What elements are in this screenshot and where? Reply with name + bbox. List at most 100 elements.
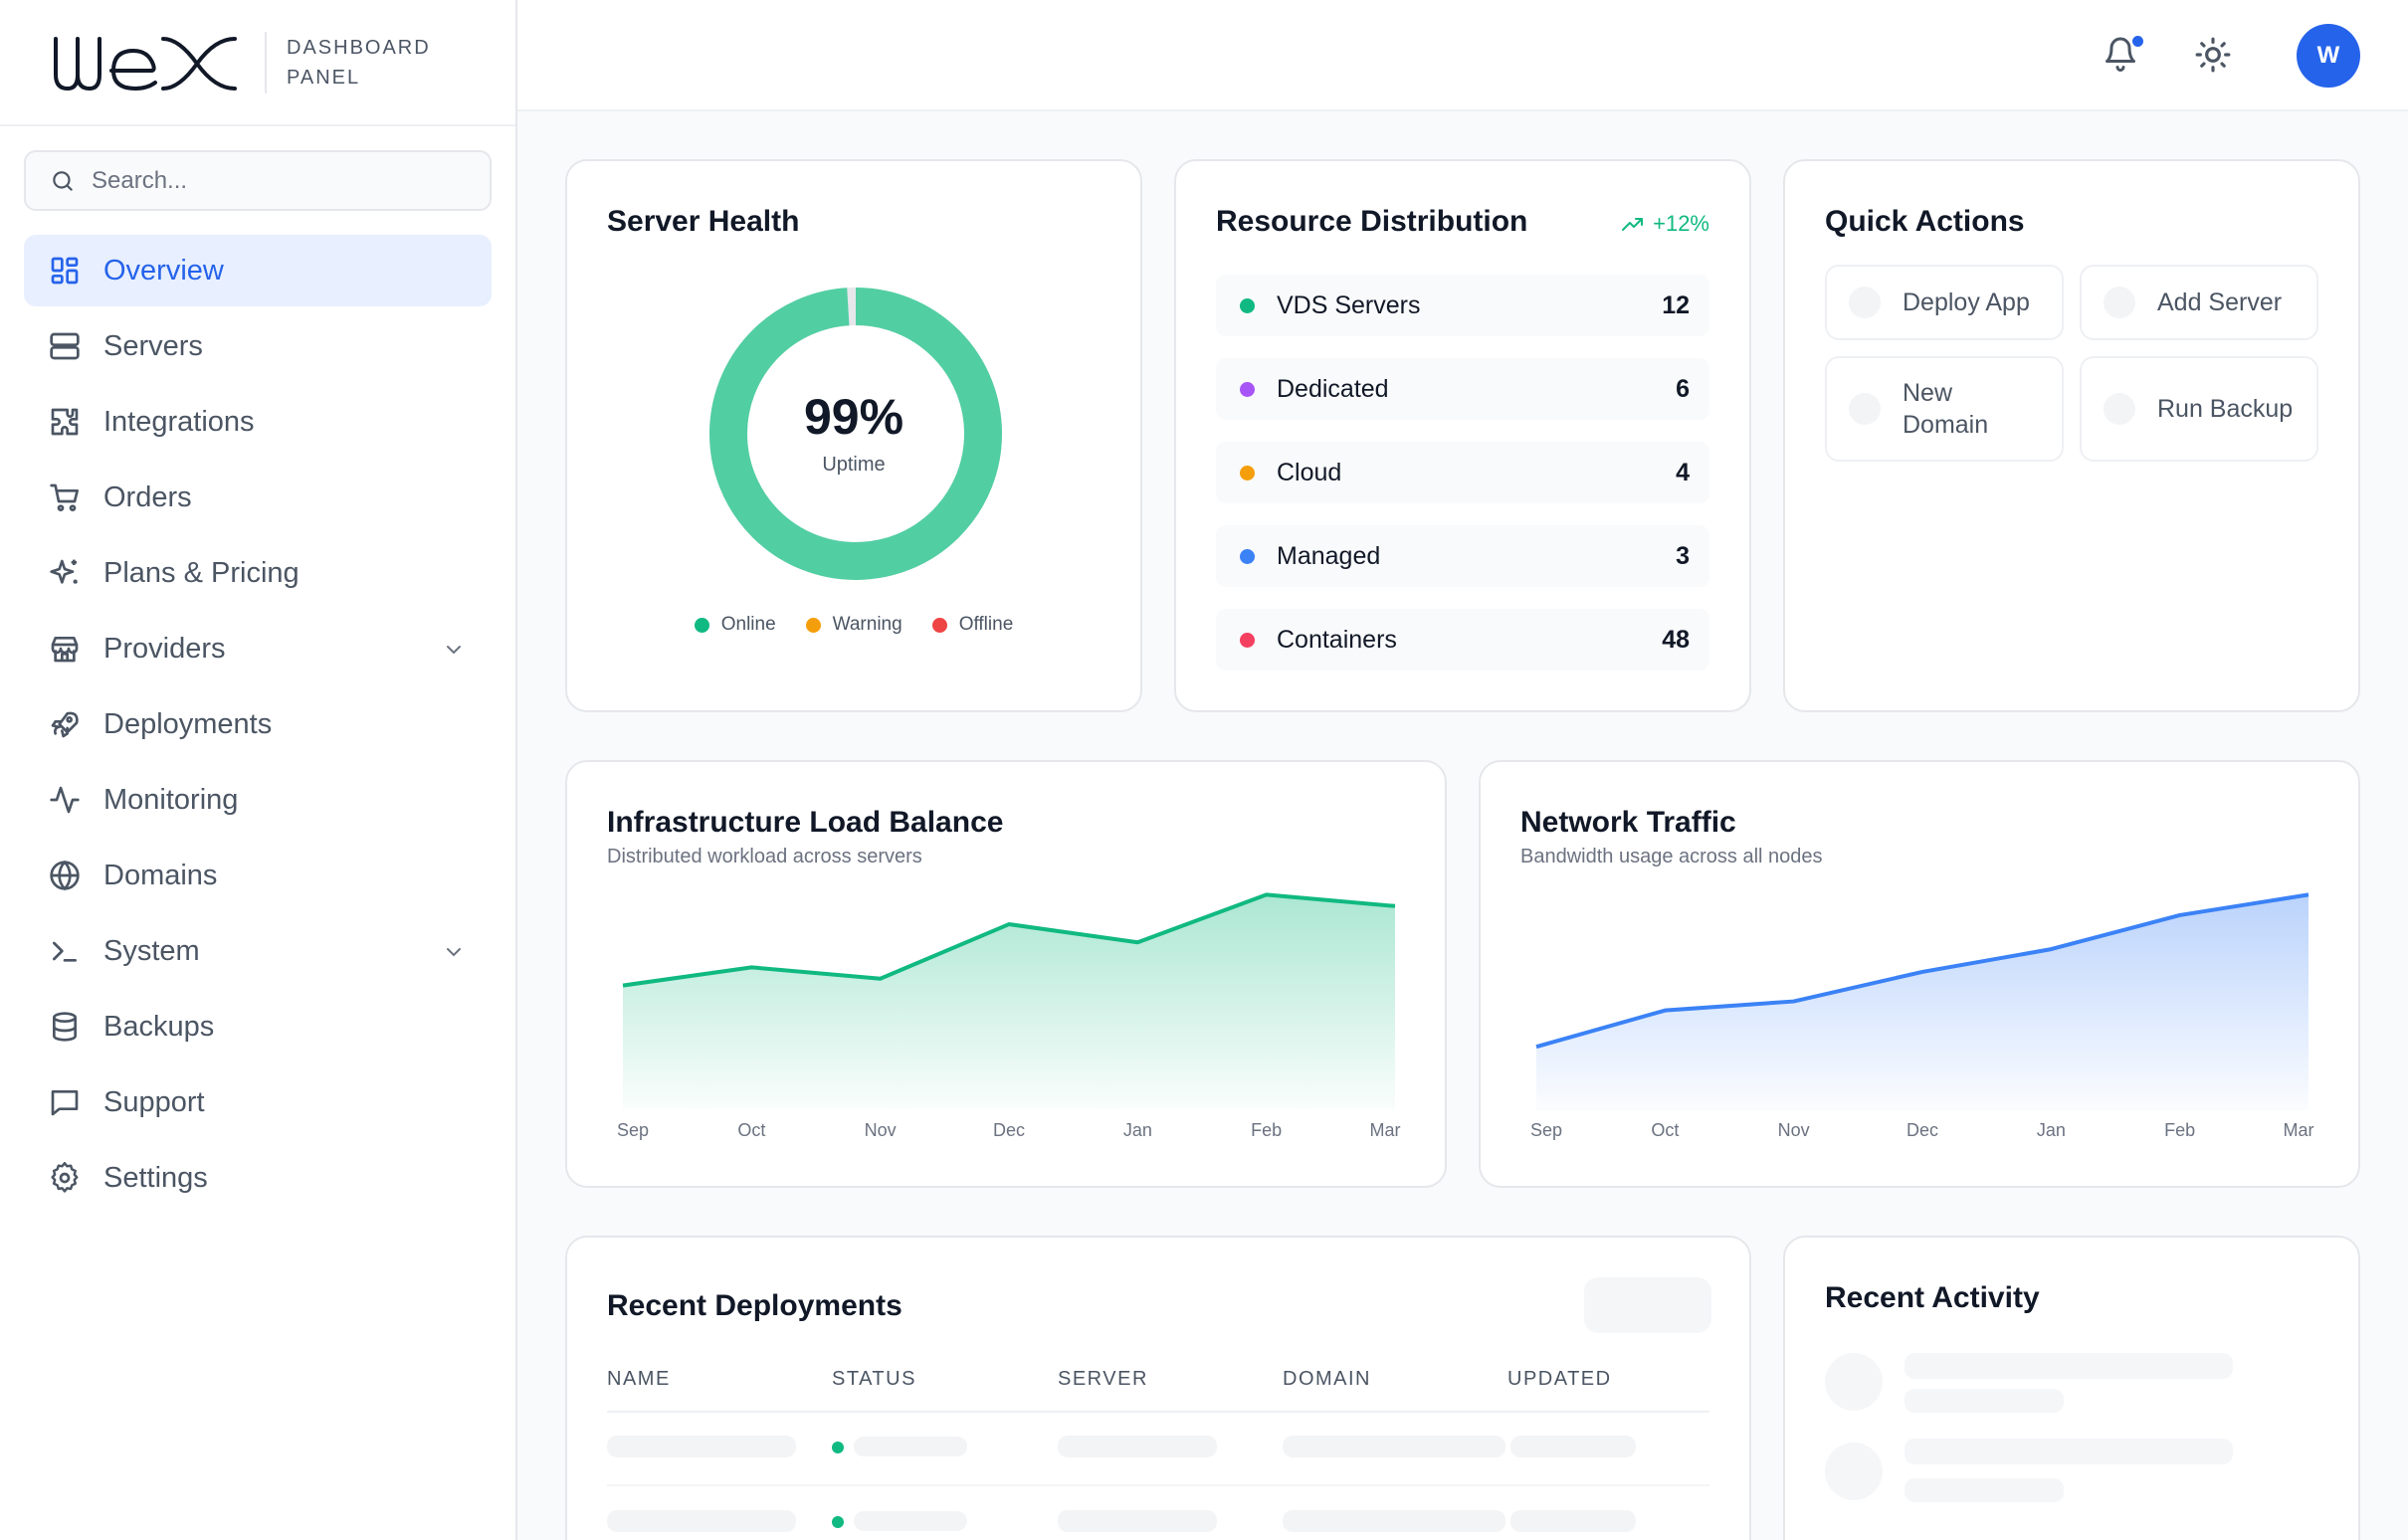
data-point[interactable] <box>2041 939 2061 959</box>
cloud-dot <box>1240 465 1255 481</box>
dedicated-dot <box>1240 381 1255 397</box>
status-dot <box>832 1516 844 1528</box>
sidebar-item-domains[interactable]: Domains <box>24 840 492 911</box>
sidebar-item-plans-pricing[interactable]: Plans & Pricing <box>24 537 492 609</box>
data-point[interactable] <box>999 914 1019 934</box>
x-tick-label: Mar <box>2284 1120 2314 1140</box>
sidebar-item-label: Servers <box>103 329 203 362</box>
data-point[interactable] <box>2299 884 2318 904</box>
wex-logo[interactable] <box>52 31 239 95</box>
brand-subtitle-line1: DASHBOARD <box>287 36 431 59</box>
sidebar-item-integrations[interactable]: Integrations <box>24 386 492 458</box>
recent-activity-title: Recent Activity <box>1825 1281 2040 1314</box>
sidebar-item-deployments[interactable]: Deployments <box>24 688 492 760</box>
column-header-status[interactable]: STATUS <box>832 1368 916 1390</box>
x-tick-label: Sep <box>617 1120 649 1140</box>
search-box[interactable] <box>24 150 492 211</box>
resource-label: Managed <box>1277 541 1381 570</box>
action-label: New Domain <box>1903 379 1989 439</box>
network-traffic-subtitle: Bandwidth usage across all nodes <box>1520 846 1823 867</box>
data-point[interactable] <box>1655 1001 1675 1021</box>
chevron-down-icon[interactable] <box>442 939 466 972</box>
sidebar-item-backups[interactable]: Backups <box>24 991 492 1062</box>
sidebar-item-monitoring[interactable]: Monitoring <box>24 764 492 836</box>
server-icon <box>48 329 82 363</box>
avatar[interactable]: W <box>2297 24 2360 88</box>
uptime-donut <box>709 288 1002 580</box>
new-domain-button[interactable]: New Domain <box>1825 356 2064 462</box>
data-point[interactable] <box>1784 992 1804 1012</box>
health-legend: Online Warning Offline <box>567 614 1140 636</box>
skeleton-cell <box>854 1511 967 1531</box>
row-divider <box>607 1484 1709 1486</box>
action-icon-placeholder <box>2104 287 2135 318</box>
resource-row[interactable]: VDS Servers 12 <box>1216 275 1709 336</box>
skeleton-cell <box>1510 1436 1636 1457</box>
add-server-button[interactable]: Add Server <box>2080 265 2318 340</box>
data-point[interactable] <box>871 969 891 989</box>
vds-dot <box>1240 297 1255 313</box>
x-tick-label: Dec <box>1906 1120 1938 1140</box>
search-input[interactable] <box>92 166 470 195</box>
sidebar-item-providers[interactable]: Providers <box>24 613 492 684</box>
resource-row[interactable]: Cloud 4 <box>1216 442 1709 503</box>
resource-distribution-title: Resource Distribution <box>1216 205 1528 238</box>
sidebar-item-orders[interactable]: Orders <box>24 462 492 533</box>
view-all-skeleton-button[interactable] <box>1584 1277 1711 1333</box>
sparkles-icon <box>48 556 82 590</box>
recent-deployments-title: Recent Deployments <box>607 1289 903 1322</box>
x-tick-label: Nov <box>865 1120 897 1140</box>
sidebar-item-label: Domains <box>103 859 218 891</box>
sidebar-item-label: Monitoring <box>103 783 239 816</box>
data-point[interactable] <box>1912 962 1932 982</box>
network-traffic-chart: Sep Oct Nov Dec Jan Feb Mar <box>1526 884 2318 1140</box>
load-balance-subtitle: Distributed workload across servers <box>607 846 922 867</box>
series-line <box>622 892 1396 988</box>
data-point[interactable] <box>1526 1037 1546 1057</box>
resource-row[interactable]: Managed 3 <box>1216 525 1709 587</box>
data-point[interactable] <box>613 976 633 996</box>
sidebar-item-servers[interactable]: Servers <box>24 310 492 382</box>
gear-icon <box>48 1161 82 1195</box>
data-point[interactable] <box>1385 896 1405 916</box>
load-balance-title: Infrastructure Load Balance <box>607 806 1004 839</box>
skeleton-cell <box>607 1436 796 1457</box>
column-header-domain[interactable]: DOMAIN <box>1283 1368 1371 1390</box>
legend-item-online: Online <box>694 614 776 636</box>
column-header-updated[interactable]: UPDATED <box>1507 1368 1612 1390</box>
load-balance-chart: Sep Oct Nov Dec Jan Feb Mar <box>613 884 1405 1140</box>
run-backup-button[interactable]: Run Backup <box>2080 356 2318 462</box>
donut-arc <box>709 288 1002 580</box>
data-point[interactable] <box>1257 884 1277 904</box>
sidebar-item-support[interactable]: Support <box>24 1066 492 1138</box>
legend-item-offline: Offline <box>931 614 1013 636</box>
resource-row[interactable]: Containers 48 <box>1216 609 1709 671</box>
sidebar-item-label: Deployments <box>103 707 273 740</box>
sidebar-item-system[interactable]: System <box>24 915 492 987</box>
data-point[interactable] <box>741 957 761 977</box>
sidebar-item-label: Orders <box>103 481 192 513</box>
sidebar-item-settings[interactable]: Settings <box>24 1142 492 1214</box>
sidebar-item-overview[interactable]: Overview <box>24 235 492 306</box>
column-header-name[interactable]: NAME <box>607 1368 671 1390</box>
notification-dot <box>2130 34 2145 49</box>
legend-label: Online <box>720 614 776 635</box>
resource-value: 4 <box>1676 458 1690 486</box>
recent-activity-card: Recent Activity <box>1783 1236 2360 1540</box>
x-tick-label: Jan <box>1123 1120 1152 1140</box>
data-point[interactable] <box>1127 932 1147 952</box>
skeleton-avatar <box>1825 1353 1883 1411</box>
resource-row[interactable]: Dedicated 6 <box>1216 358 1709 420</box>
deploy-app-button[interactable]: Deploy App <box>1825 265 2064 340</box>
sun-icon[interactable] <box>2194 36 2232 79</box>
area-fill <box>1536 894 2308 1110</box>
action-icon-placeholder <box>1849 393 1881 425</box>
network-traffic-card: Network Traffic Bandwidth usage across a… <box>1479 760 2360 1188</box>
data-point[interactable] <box>2170 905 2190 925</box>
chevron-down-icon[interactable] <box>442 637 466 670</box>
sidebar-item-label: Providers <box>103 632 226 665</box>
bell-icon[interactable] <box>2103 34 2138 79</box>
skeleton-line <box>1905 1353 2233 1379</box>
column-header-server[interactable]: SERVER <box>1058 1368 1148 1390</box>
x-tick-label: Mar <box>1370 1120 1401 1140</box>
